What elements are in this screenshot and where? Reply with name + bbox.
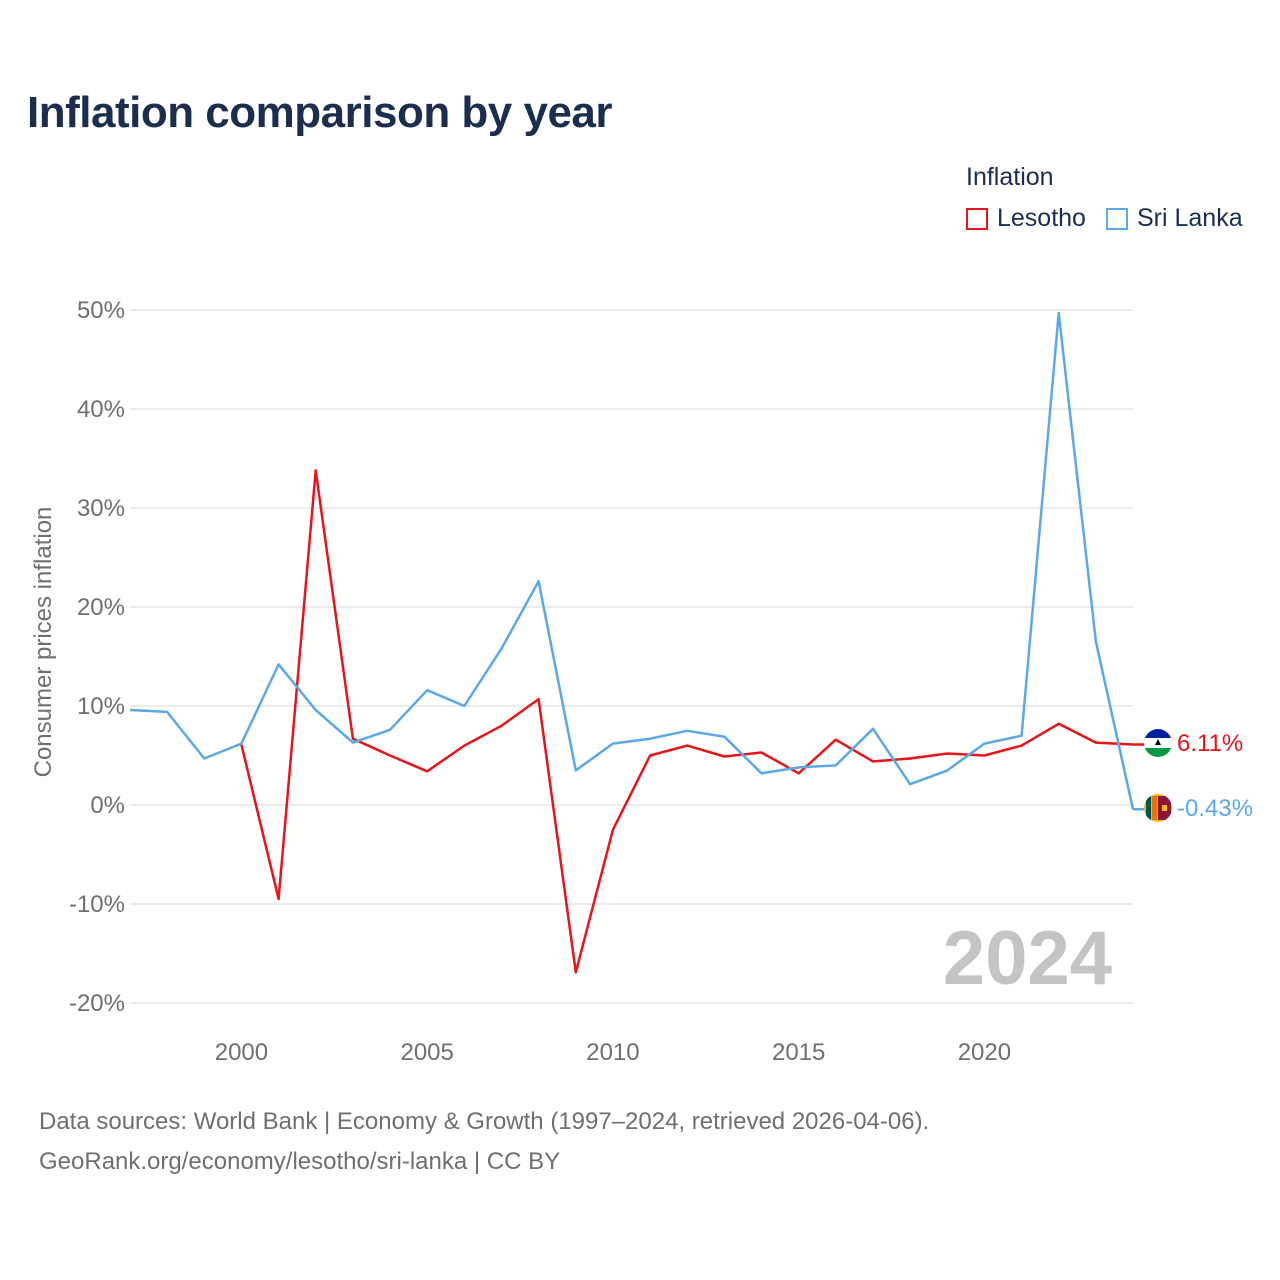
y-tick-label: 50% bbox=[77, 297, 125, 324]
y-tick-label: 10% bbox=[77, 693, 125, 720]
gridlines bbox=[130, 309, 1133, 1004]
data-source-line: Data sources: World Bank | Economy & Gro… bbox=[39, 1108, 930, 1135]
x-tick-label: 2005 bbox=[400, 1039, 453, 1066]
legend-swatch-sri-lanka bbox=[1106, 207, 1128, 230]
y-tick-labels: -20% -10% 0% 10% 20% 30% 40% 50% bbox=[69, 297, 125, 1017]
end-markers: 6.11% -0.43% bbox=[1144, 729, 1253, 822]
chart-title: Inflation comparison by year bbox=[27, 88, 613, 137]
y-tick-label: 20% bbox=[77, 594, 125, 621]
legend-title: Inflation bbox=[966, 163, 1054, 191]
source-url-line: GeoRank.org/economy/lesotho/sri-lanka | … bbox=[39, 1148, 561, 1175]
series-line-lesotho[interactable] bbox=[240, 469, 1134, 974]
legend-swatch-lesotho bbox=[966, 207, 988, 230]
legend-item-lesotho[interactable]: Lesotho bbox=[966, 204, 1086, 233]
y-tick-label: -20% bbox=[69, 990, 125, 1017]
y-tick-label: 30% bbox=[77, 495, 125, 522]
legend-item-sri-lanka[interactable]: Sri Lanka bbox=[1106, 204, 1243, 233]
x-tick-label: 2010 bbox=[586, 1039, 639, 1066]
y-axis-label: Consumer prices inflation bbox=[30, 507, 57, 778]
x-tick-labels: 2000 2005 2010 2015 2020 bbox=[215, 1039, 1011, 1066]
x-tick-label: 2000 bbox=[215, 1039, 268, 1066]
lesotho-flag-icon bbox=[1144, 729, 1172, 757]
x-tick-label: 2020 bbox=[958, 1039, 1011, 1066]
watermark-year: 2024 bbox=[943, 916, 1112, 1001]
legend-label-sri-lanka: Sri Lanka bbox=[1137, 204, 1243, 232]
sri-lanka-flag-icon bbox=[1144, 794, 1172, 822]
y-tick-label: 0% bbox=[90, 792, 125, 819]
legend-label-lesotho: Lesotho bbox=[997, 204, 1086, 232]
x-tick-label: 2015 bbox=[772, 1039, 825, 1066]
series-line-sri-lanka[interactable] bbox=[129, 311, 1135, 810]
y-tick-label: -10% bbox=[69, 891, 125, 918]
end-label-lesotho: 6.11% bbox=[1177, 730, 1243, 757]
y-tick-label: 40% bbox=[77, 396, 125, 423]
series-lines bbox=[129, 311, 1145, 974]
end-label-sri-lanka: -0.43% bbox=[1177, 795, 1253, 822]
